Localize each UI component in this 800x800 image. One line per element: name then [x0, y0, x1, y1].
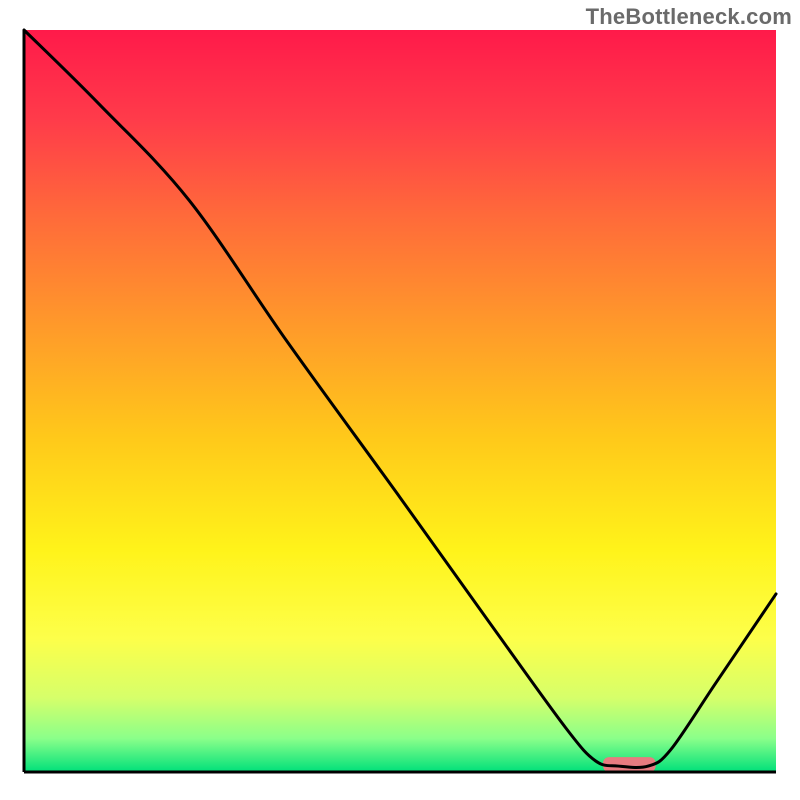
- bottleneck-chart: [0, 0, 800, 800]
- chart-container: { "attribution": { "text": "TheBottlenec…: [0, 0, 800, 800]
